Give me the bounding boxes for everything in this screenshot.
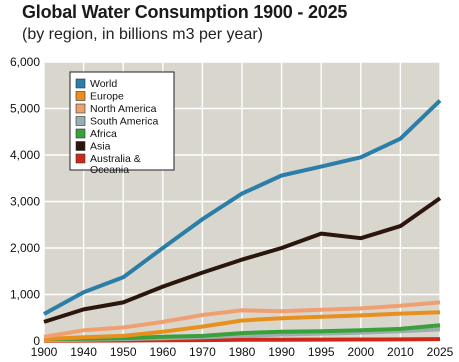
y-tick-label: 2,000 bbox=[10, 241, 40, 255]
y-tick-label: 4,000 bbox=[10, 148, 40, 162]
series-line-world bbox=[43, 99, 442, 316]
legend-swatch-asia bbox=[75, 141, 86, 151]
y-tick-label: 0 bbox=[33, 334, 40, 348]
legend-swatch-north-america bbox=[75, 103, 86, 114]
x-tick-label: 1990 bbox=[268, 345, 295, 359]
x-tick-label: 1995 bbox=[308, 345, 335, 359]
legend-label-europe: Europe bbox=[90, 91, 124, 103]
legend-label-australia-oceania-cont: Oceania bbox=[90, 164, 129, 176]
series-line-north-america bbox=[43, 300, 441, 339]
x-tick-label: 2000 bbox=[347, 345, 374, 359]
y-tick-label: 3,000 bbox=[10, 195, 40, 209]
x-tick-label: 2010 bbox=[387, 345, 414, 359]
legend-swatch-europe bbox=[75, 91, 86, 101]
legend-label-north-america: North America bbox=[90, 103, 157, 115]
legend-box bbox=[69, 71, 175, 171]
legend-label-south-america: South America bbox=[90, 116, 158, 128]
legend-label-world: World bbox=[90, 78, 117, 90]
chart-title: Global Water Consumption 1900 - 2025 bbox=[22, 2, 348, 22]
axes: 0 1,000 2,000 3,000 4,000 5,000 6,000 1900 1940 1… bbox=[10, 55, 454, 359]
x-tick-label: 1960 bbox=[149, 345, 176, 359]
x-tick-label: 1940 bbox=[70, 345, 97, 359]
x-tick-label: 2025 bbox=[427, 345, 454, 359]
x-tick-label: 1970 bbox=[189, 345, 216, 359]
series-line-asia bbox=[43, 196, 442, 324]
chart-subtitle: (by region, in billions m3 per year) bbox=[22, 26, 263, 43]
series-line-europe bbox=[43, 310, 441, 342]
legend-label-africa: Africa bbox=[90, 128, 117, 140]
series-lines bbox=[43, 99, 442, 343]
legend-swatch-world bbox=[75, 78, 86, 89]
x-tick-label: 1950 bbox=[110, 345, 137, 359]
legend-swatch-australia-oceania bbox=[75, 153, 86, 164]
y-tick-label: 5,000 bbox=[10, 102, 40, 116]
legend-swatch-africa bbox=[75, 128, 86, 139]
legend-label-australia-oceania: Australia & bbox=[90, 153, 141, 165]
legend-label-asia: Asia bbox=[90, 141, 111, 153]
y-tick-label: 1,000 bbox=[10, 288, 40, 302]
x-tick-label: 1900 bbox=[31, 345, 58, 359]
y-tick-label: 6,000 bbox=[10, 55, 40, 69]
gridlines bbox=[43, 61, 441, 342]
legend-swatch-south-america bbox=[75, 116, 86, 126]
x-tick-label: 1980 bbox=[229, 345, 256, 359]
